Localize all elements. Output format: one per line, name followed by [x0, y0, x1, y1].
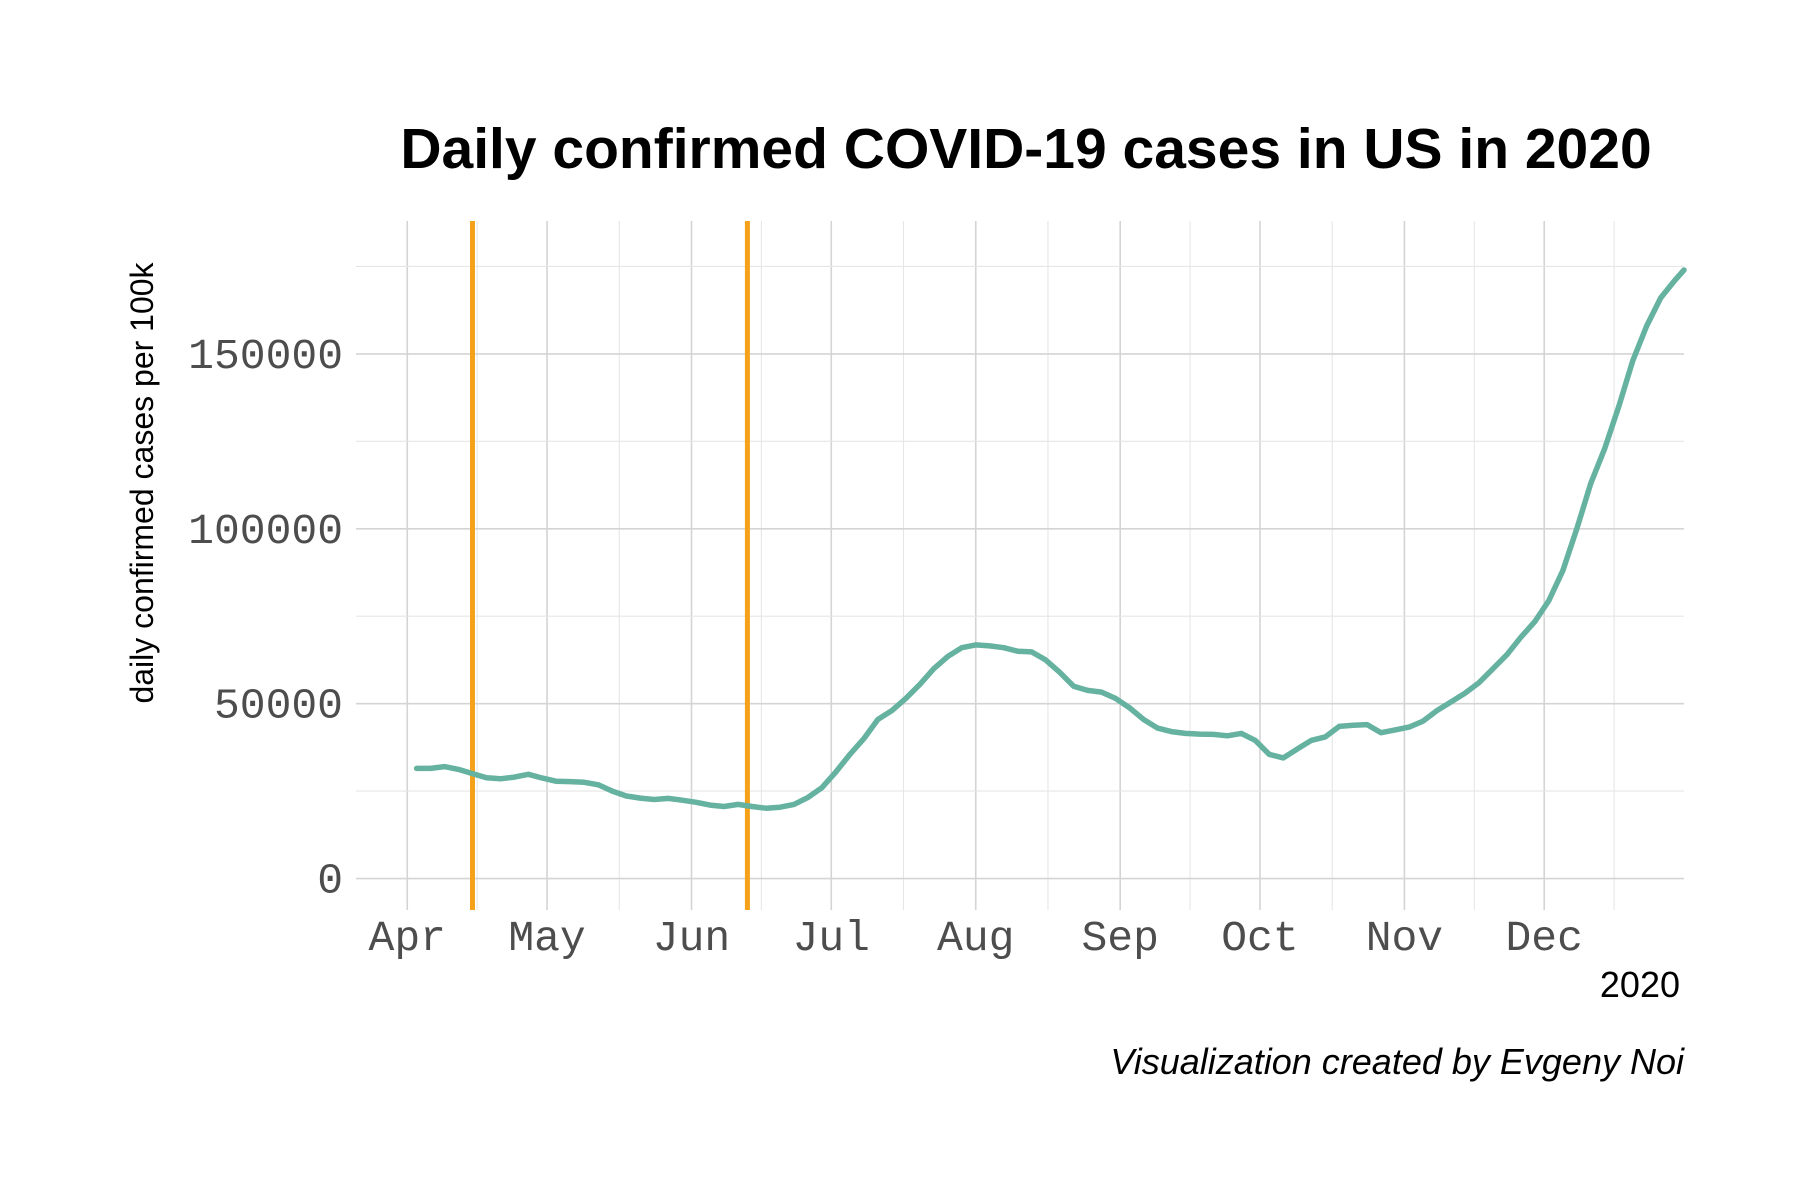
chart-title: Daily confirmed COVID-19 cases in US in …: [400, 117, 1651, 181]
y-axis-ticks: 0 50000 100000 150000: [188, 332, 343, 906]
reference-lines: [469, 221, 750, 910]
x-tick-label: Apr: [369, 914, 446, 963]
grid-lines: [356, 221, 1684, 910]
x-tick-label: Jul: [793, 914, 870, 963]
y-tick-label: 150000: [188, 332, 343, 381]
series-line: [413, 267, 1687, 811]
x-axis-label: 2020: [1600, 964, 1680, 1005]
x-tick-label: Oct: [1221, 914, 1298, 963]
x-tick-label: Dec: [1505, 914, 1582, 963]
caption: Visualization created by Evgeny Noi: [1110, 1041, 1685, 1082]
x-tick-label: Jun: [653, 914, 730, 963]
series-layer: [413, 267, 1687, 811]
x-axis-ticks: Apr May Jun Jul Aug Sep Oct Nov Dec: [369, 914, 1583, 963]
x-tick-label: Aug: [937, 914, 1014, 963]
y-tick-label: 100000: [188, 507, 343, 556]
y-tick-label: 0: [317, 857, 343, 906]
x-tick-label: May: [508, 914, 585, 963]
x-tick-label: Sep: [1081, 914, 1158, 963]
y-tick-label: 50000: [214, 682, 343, 731]
y-axis-label: daily confirmed cases per 100k: [124, 261, 160, 703]
x-tick-label: Nov: [1366, 914, 1443, 963]
